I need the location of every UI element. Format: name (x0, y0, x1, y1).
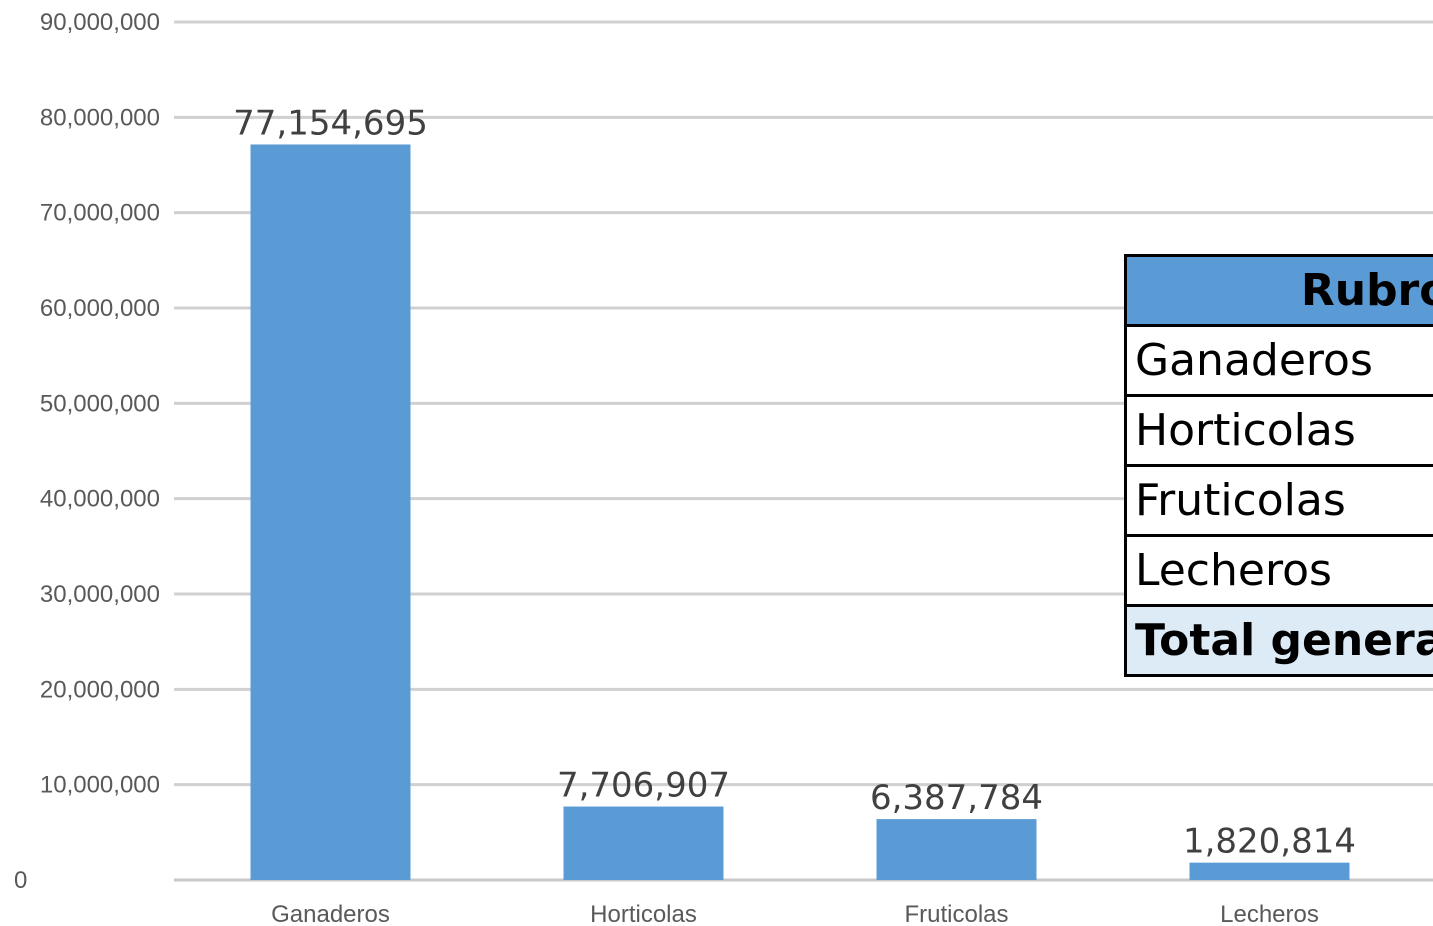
x-category-label: Fruticolas (904, 901, 1008, 926)
x-category-label: Horticolas (590, 901, 697, 926)
table-row: Horticolas (1124, 394, 1433, 467)
y-tick-label: 30,000,000 (40, 581, 160, 608)
rubro-table: Rubro Ganaderos Horticolas Fruticolas Le… (1124, 254, 1433, 677)
table-cell: Ganaderos (1124, 324, 1433, 397)
bar (1189, 862, 1350, 880)
table-cell: Horticolas (1124, 394, 1433, 467)
y-tick-label: 90,000,000 (40, 9, 160, 36)
data-labels: 77,154,695 7,706,907 6,387,784 1,820,814 (233, 103, 1356, 861)
x-category-label: Ganaderos (271, 901, 390, 926)
y-tick-label: 80,000,000 (40, 104, 160, 131)
table-row: Fruticolas (1124, 464, 1433, 537)
y-tick-label: 20,000,000 (40, 676, 160, 703)
data-label: 1,820,814 (1183, 822, 1356, 862)
data-label: 6,387,784 (870, 778, 1043, 818)
y-tick-label: 50,000,000 (40, 390, 160, 417)
y-tick-label: 10,000,000 (40, 772, 160, 799)
x-category-label: Lecheros (1220, 901, 1319, 926)
bar (563, 806, 724, 880)
y-tick-label: 70,000,000 (40, 200, 160, 227)
table-total-row: Total general (1124, 604, 1433, 677)
bar (250, 144, 411, 881)
data-label: 7,706,907 (557, 766, 730, 806)
table-cell: Fruticolas (1124, 464, 1433, 537)
bars (250, 144, 1350, 881)
bar (876, 819, 1037, 880)
y-tick-label: 0 (14, 867, 27, 894)
table-row: Ganaderos (1124, 324, 1433, 397)
y-tick-label: 40,000,000 (40, 486, 160, 513)
table-row: Lecheros (1124, 534, 1433, 607)
table-header-row: Rubro (1124, 254, 1433, 327)
data-label: 77,154,695 (233, 103, 428, 143)
y-tick-label: 60,000,000 (40, 295, 160, 322)
x-axis-categories: Ganaderos Horticolas Fruticolas Lecheros (271, 901, 1319, 926)
table-header-rubro: Rubro (1124, 254, 1433, 327)
table-total-cell: Total general (1124, 604, 1433, 677)
table-cell: Lecheros (1124, 534, 1433, 607)
y-axis-ticks: 0 10,000,000 20,000,000 30,000,000 40,000,00… (14, 9, 160, 894)
